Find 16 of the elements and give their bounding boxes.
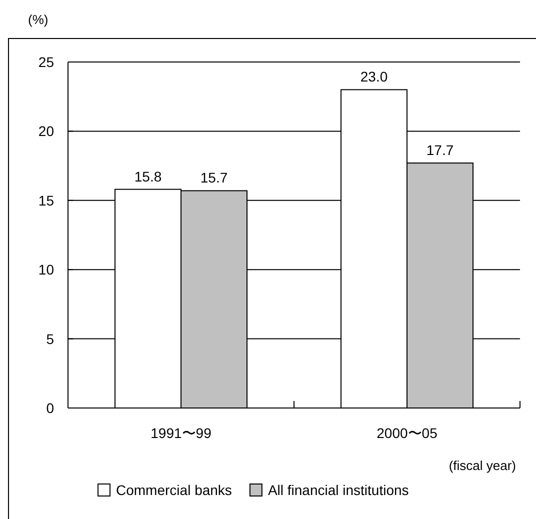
y-tick-label: 10 <box>38 262 54 278</box>
x-tick-label: 1991〜99 <box>150 425 212 441</box>
text: 15.8 <box>134 168 162 184</box>
y-axis-title: (%) <box>28 12 48 27</box>
text: 15.7 <box>200 170 228 186</box>
legend-label: All financial institutions <box>268 482 409 498</box>
x-axis-title: (fiscal year) <box>448 458 516 473</box>
y-tick-label: 5 <box>46 330 54 347</box>
y-tick-label: 25 <box>38 54 54 70</box>
x-tick-label: 2000〜05 <box>376 425 438 441</box>
y-tick-label: 20 <box>38 123 54 140</box>
y-tick-label: 15 <box>38 192 54 208</box>
legend-label: Commercial banks <box>116 482 232 498</box>
text: 23.0 <box>360 68 388 85</box>
y-tick-label: 0 <box>46 400 54 416</box>
text: 17.7 <box>426 142 454 158</box>
